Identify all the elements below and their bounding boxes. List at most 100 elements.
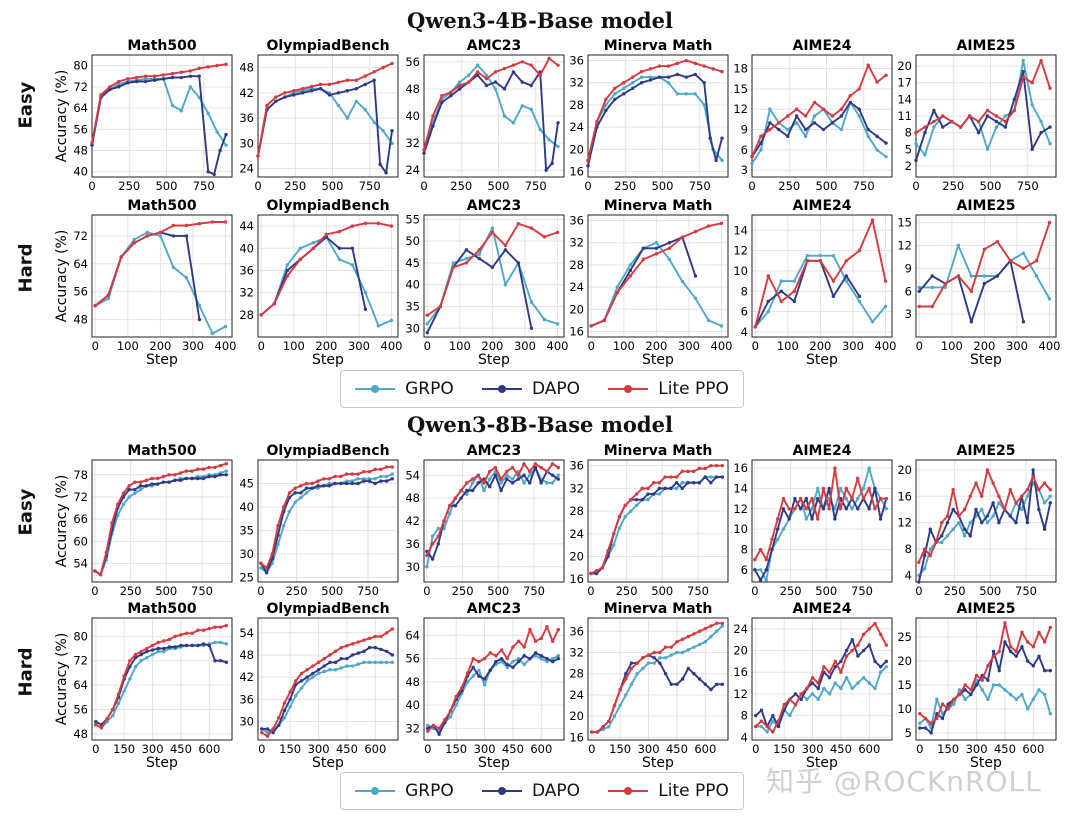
data-point <box>816 686 820 691</box>
y-tick-label: 28 <box>569 504 584 518</box>
data-point <box>116 701 121 706</box>
data-point <box>381 129 385 133</box>
data-point <box>657 480 662 485</box>
y-tick-label: 28 <box>569 258 584 272</box>
legend-8b: GRPO DAPO Lite PPO <box>340 772 744 810</box>
data-point <box>184 643 189 648</box>
data-point <box>464 248 469 252</box>
data-point <box>511 665 515 670</box>
data-point <box>516 473 520 477</box>
data-point <box>516 477 520 481</box>
data-point <box>144 478 148 483</box>
data-point <box>821 127 826 132</box>
data-point <box>709 463 713 468</box>
data-point <box>963 688 967 692</box>
data-point <box>594 568 599 573</box>
series-line <box>423 70 559 172</box>
data-point <box>810 681 815 685</box>
y-tick-label: 72 <box>73 490 88 504</box>
data-point <box>188 85 192 89</box>
data-point <box>156 476 160 481</box>
data-point <box>390 61 394 66</box>
data-point <box>648 75 653 79</box>
data-point <box>201 476 206 481</box>
data-point <box>373 481 377 486</box>
data-point <box>426 723 430 728</box>
data-point <box>720 463 724 468</box>
data-point <box>1039 58 1043 63</box>
data-point <box>861 486 866 491</box>
data-point <box>173 645 177 649</box>
data-point <box>803 134 808 139</box>
x-axis-label: Step <box>312 755 344 771</box>
data-point <box>957 692 962 697</box>
data-point <box>545 659 549 664</box>
panel-title: Minerva Math <box>604 601 713 617</box>
data-point <box>322 477 326 481</box>
data-point <box>1031 664 1035 668</box>
data-point <box>556 465 560 470</box>
chart-panel: AIME25 5 10 15 20 25 0 150 300 450 600 Step <box>897 601 1057 771</box>
data-point <box>276 523 280 528</box>
data-point <box>337 229 342 234</box>
data-point <box>539 656 543 661</box>
data-point <box>379 634 383 639</box>
data-point <box>962 534 967 538</box>
data-point <box>470 488 475 493</box>
data-point <box>1012 108 1016 113</box>
y-tick-label: 24 <box>239 162 254 176</box>
data-point <box>754 724 758 729</box>
data-point <box>556 656 561 661</box>
y-tick-label: 80 <box>73 59 88 73</box>
data-point <box>143 74 148 78</box>
data-point <box>830 114 835 118</box>
data-point <box>613 92 617 96</box>
data-point <box>940 716 945 721</box>
data-point <box>663 645 668 649</box>
panel-title: Math500 <box>127 601 197 617</box>
data-point <box>362 660 366 665</box>
data-point <box>378 162 382 167</box>
data-point <box>985 514 990 518</box>
x-tick-label: 500 <box>321 584 343 598</box>
data-point <box>792 289 797 293</box>
data-point <box>449 93 453 98</box>
x-tick-label: 300 <box>842 339 864 353</box>
data-point <box>675 650 679 655</box>
data-point <box>482 656 487 661</box>
data-point <box>448 504 452 508</box>
data-point <box>294 679 298 683</box>
data-point <box>430 534 435 538</box>
y-tick-label: 56 <box>73 285 88 299</box>
x-tick-label: 0 <box>254 179 261 193</box>
data-point <box>190 631 194 635</box>
data-point <box>477 248 482 252</box>
x-tick-label: 400 <box>1039 339 1061 353</box>
data-point <box>693 296 698 300</box>
data-point <box>196 628 200 632</box>
data-point <box>1021 266 1026 271</box>
data-point <box>145 646 149 651</box>
data-point <box>918 711 922 716</box>
x-tick-label: 400 <box>547 339 569 353</box>
data-point <box>389 224 394 228</box>
data-point <box>436 534 440 538</box>
data-point <box>542 317 547 322</box>
x-tick-label: 250 <box>944 584 966 598</box>
data-point <box>657 486 662 491</box>
data-point <box>709 624 713 628</box>
chart-panel: AIME25 3 6 9 12 15 0 100 200 300 400 Step <box>897 198 1060 368</box>
panel-frame <box>423 214 565 338</box>
data-point <box>794 121 799 125</box>
data-point <box>792 299 797 304</box>
data-point <box>873 659 877 664</box>
x-tick-label: 150 <box>937 742 959 756</box>
data-point <box>1048 487 1052 492</box>
data-point <box>134 79 139 84</box>
data-point <box>666 64 671 68</box>
data-point <box>667 257 672 262</box>
data-point <box>298 246 303 250</box>
data-point <box>139 659 143 663</box>
x-tick-label: 0 <box>587 584 594 598</box>
data-point <box>179 108 184 113</box>
